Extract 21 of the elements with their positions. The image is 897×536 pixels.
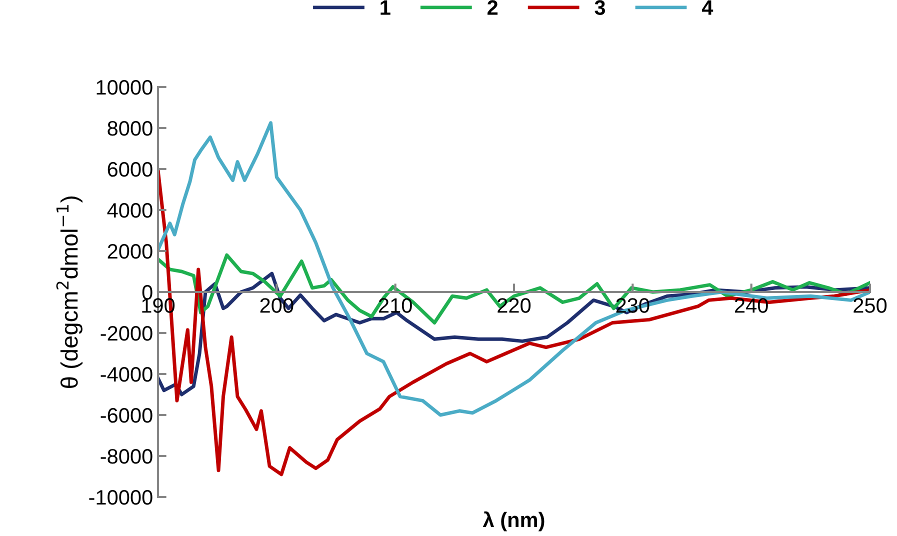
y-axis-title: θ (degcm$^{2}$dmol$^{−1}$)	[56, 196, 82, 388]
x-tick-label: 240	[735, 298, 768, 313]
y-tick-label: 0	[142, 285, 152, 300]
legend-label: 1	[380, 0, 390, 15]
y-tick-label: -4000	[100, 367, 152, 382]
y-tick-label: 10000	[96, 80, 152, 95]
legend-label: 3	[594, 0, 606, 15]
y-tick-label: 2000	[108, 244, 152, 259]
x-axis-title: λ (nm)	[482, 511, 544, 532]
y-tick-label: 8000	[108, 121, 152, 136]
x-tick-label: 220	[498, 298, 531, 313]
y-tick-label: -10000	[89, 490, 152, 505]
y-tick-label: 6000	[108, 162, 152, 177]
y-tick-label: -6000	[100, 408, 152, 423]
x-tick-label: 210	[379, 298, 412, 313]
y-tick-label: -8000	[100, 449, 152, 464]
y-tick-label: -2000	[100, 326, 152, 341]
legend-label: 2	[488, 0, 498, 15]
legend-label: 4	[702, 0, 714, 15]
x-tick-label: 250	[854, 298, 887, 313]
y-tick-label: 4000	[107, 203, 152, 218]
